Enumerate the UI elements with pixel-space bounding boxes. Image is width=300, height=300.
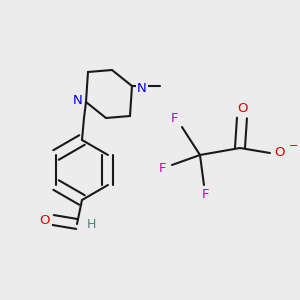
Text: H: H — [86, 218, 96, 232]
Text: O: O — [275, 146, 285, 160]
Text: N: N — [137, 82, 147, 94]
Text: F: F — [159, 161, 167, 175]
Text: N: N — [73, 94, 83, 106]
Text: O: O — [40, 214, 50, 226]
Text: −: − — [289, 141, 299, 151]
Text: F: F — [171, 112, 179, 125]
Text: F: F — [202, 188, 210, 202]
Text: O: O — [238, 101, 248, 115]
